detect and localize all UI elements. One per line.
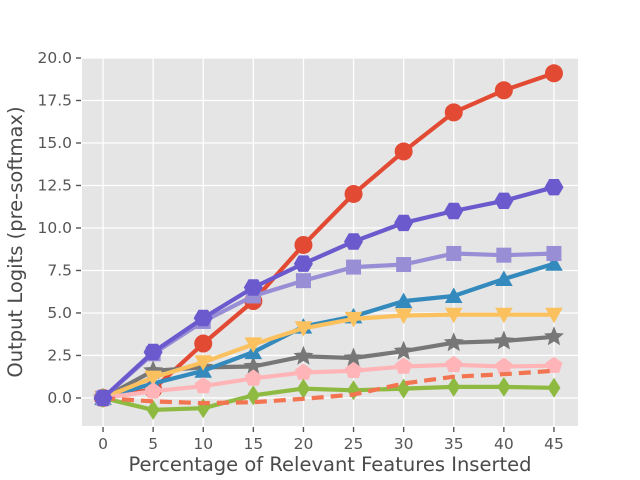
gray-stars-marker	[493, 330, 514, 350]
red-circles-line	[102, 71, 555, 401]
x-tick-label: 30	[394, 435, 414, 453]
purple-hexagons-marker	[293, 255, 313, 272]
y-tick-label: 17.5	[37, 91, 72, 109]
yellow-triangles-down-marker	[244, 337, 263, 353]
red-circles-marker	[394, 142, 413, 161]
purple-hexagons-marker	[544, 179, 564, 196]
x-tick-label: 40	[494, 435, 514, 453]
green-diamonds-marker	[146, 399, 160, 420]
gray-stars-marker	[343, 347, 364, 367]
pink-pentagons-line	[102, 362, 555, 401]
yellow-triangles-down-marker	[144, 370, 162, 387]
light-purple-squares-marker	[496, 247, 512, 263]
gray-stars-marker	[544, 326, 564, 346]
light-purple-squares-marker	[295, 273, 311, 289]
light-purple-squares-marker	[396, 257, 412, 273]
purple-hexagons-marker	[243, 279, 263, 296]
y-tick-label: 15.0	[37, 134, 72, 152]
x-tick-label: 45	[544, 435, 564, 453]
pink-pentagons-marker	[294, 363, 312, 380]
purple-hexagons-marker	[93, 389, 113, 407]
yellow-triangles-down-marker	[344, 311, 363, 328]
red-circles-marker	[544, 64, 563, 83]
x-tick-label: 10	[193, 435, 213, 453]
x-tick-label: 5	[148, 435, 158, 453]
gray-stars-marker	[393, 340, 414, 360]
x-tick-label: 0	[98, 435, 108, 453]
yellow-triangles-down-marker	[294, 321, 313, 337]
purple-hexagons-marker	[344, 233, 363, 250]
axes-ticks: 0.0 2.5 5.0 7.5 10.0 12.5 15.0 17.5 20.0 0 5 10 15 20…	[37, 49, 563, 453]
x-tick-label: 25	[344, 435, 364, 453]
purple-hexagons-line	[101, 185, 555, 400]
y-tick-label: 20.0	[37, 49, 72, 67]
green-diamonds-marker	[296, 378, 310, 399]
x-tick-label: 15	[243, 435, 263, 453]
y-tick-label: 0.0	[47, 389, 72, 407]
green-diamonds-marker	[447, 376, 461, 397]
x-axis-label: Percentage of Relevant Features Inserted	[128, 453, 531, 476]
x-tick-label: 20	[294, 435, 314, 453]
red-circles-marker	[294, 235, 313, 254]
pink-pentagons-marker	[345, 361, 363, 378]
y-tick-label: 7.5	[47, 261, 72, 279]
pink-pentagons-marker	[545, 356, 563, 373]
gray-stars-marker	[443, 332, 464, 352]
y-tick-label: 10.0	[37, 219, 72, 237]
light-purple-squares-line	[101, 251, 555, 400]
gray-stars-marker	[293, 345, 314, 365]
gray-stars-marker	[243, 356, 264, 375]
red-circles-marker	[494, 81, 513, 100]
purple-hexagons-marker	[444, 202, 464, 220]
red-circles-marker	[194, 334, 213, 353]
purple-hexagons-marker	[394, 214, 414, 232]
pink-pentagons-marker	[194, 377, 212, 394]
pink-pentagons-marker	[395, 357, 413, 374]
light-purple-squares-marker	[346, 259, 362, 275]
yellow-triangles-down-marker	[394, 308, 413, 324]
green-diamonds-marker	[547, 377, 561, 398]
yellow-triangles-down-marker	[444, 307, 463, 324]
pink-pentagons-marker	[144, 382, 162, 399]
y-axis-label: Output Logits (pre-softmax)	[4, 106, 27, 377]
plot-group: 0.0 2.5 5.0 7.5 10.0 12.5 15.0 17.5 20.0 0 5 10 15 20…	[37, 49, 578, 453]
yellow-triangles-down-marker	[194, 355, 212, 371]
pink-pentagons-marker	[445, 355, 463, 373]
green-diamonds-line	[102, 384, 555, 412]
y-tick-label: 5.0	[47, 304, 72, 322]
light-purple-squares-marker	[546, 245, 562, 261]
green-diamonds-marker	[497, 376, 511, 397]
blue-triangles-up-marker	[545, 255, 563, 271]
x-tick-label: 35	[444, 435, 464, 453]
yellow-triangles-down-marker	[545, 307, 563, 324]
red-circles-marker	[344, 184, 363, 203]
y-tick-label: 12.5	[37, 176, 72, 194]
yellow-triangles-down-marker	[495, 307, 513, 324]
pink-pentagons-marker	[495, 357, 513, 374]
red-circles-marker	[444, 103, 463, 122]
blue-triangles-up-marker	[444, 287, 463, 303]
purple-hexagons-marker	[193, 309, 213, 327]
purple-hexagons-marker	[143, 343, 163, 361]
yellow-triangles-down-line	[102, 312, 554, 400]
y-tick-label: 2.5	[47, 346, 72, 364]
pink-pentagons-marker	[244, 369, 262, 386]
light-purple-squares-marker	[446, 245, 462, 261]
purple-hexagons-marker	[494, 192, 514, 209]
series-purple-hexagons	[93, 179, 564, 407]
blue-triangles-up-marker	[394, 292, 413, 309]
blue-triangles-up-marker	[495, 270, 513, 286]
